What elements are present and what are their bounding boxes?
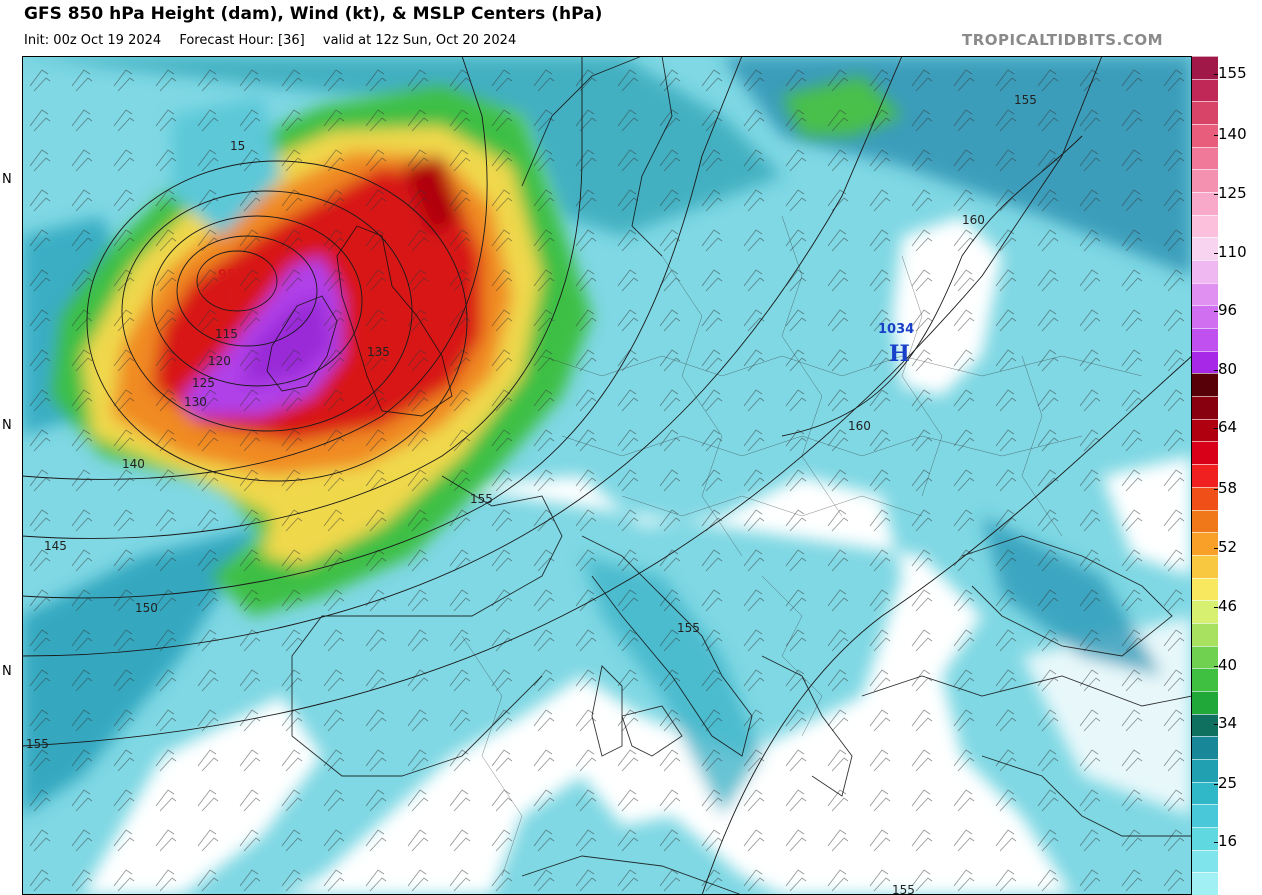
contour-label: 120	[208, 354, 231, 368]
colorbar-tick: 34	[1213, 714, 1238, 732]
map-title: GFS 850 hPa Height (dam), Wind (kt), & M…	[24, 4, 603, 24]
init-time: Init: 00z Oct 19 2024	[24, 33, 162, 48]
colorbar-swatch	[1192, 101, 1218, 125]
contour-label: 125	[192, 376, 215, 390]
colorbar-swatch	[1192, 804, 1218, 828]
contour-label: 115	[215, 327, 238, 341]
contour-label: 15	[230, 139, 245, 153]
colorbar-tick: 140	[1214, 125, 1247, 143]
colorbar-swatch	[1192, 849, 1218, 873]
brand-watermark: TROPICALTIDBITS.COM	[962, 31, 1163, 49]
latitude-label: N	[2, 418, 12, 433]
colorbar-swatch	[1192, 668, 1218, 692]
colorbar-swatch	[1192, 600, 1218, 624]
contour-label: 150	[135, 601, 158, 615]
forecast-map[interactable]: 115 120 125 130 135 140 145 150 155 155 …	[22, 56, 1192, 895]
low-pressure-value: 958	[218, 268, 245, 283]
colorbar-tick: 16	[1213, 832, 1238, 850]
header: GFS 850 hPa Height (dam), Wind (kt), & M…	[0, 0, 1262, 56]
colorbar-tick: 110	[1214, 243, 1247, 261]
contour-label: 155	[26, 737, 49, 751]
colorbar-swatch	[1192, 645, 1218, 669]
contour-label: 145	[44, 539, 67, 553]
colorbar-tick: 96	[1213, 301, 1238, 319]
contour-label: 155	[470, 492, 493, 506]
colorbar-swatch	[1192, 373, 1218, 397]
colorbar-swatch	[1192, 690, 1218, 715]
contour-label: 160	[848, 419, 871, 433]
high-pressure-center[interactable]: 1034 H	[878, 322, 914, 367]
colorbar-swatch	[1192, 622, 1218, 647]
colorbar-swatch	[1192, 124, 1218, 148]
colorbar-tick: 46	[1213, 597, 1238, 615]
colorbar-swatch	[1192, 554, 1218, 579]
contour-labels: 115 120 125 130 135 140 145 150 155 155 …	[26, 93, 1037, 895]
colorbar-tick: 52	[1213, 538, 1238, 556]
colorbar-swatch	[1192, 464, 1218, 488]
colorbar	[1192, 56, 1218, 895]
colorbar-swatch	[1192, 214, 1218, 238]
colorbar-swatch	[1192, 305, 1218, 329]
contour-label: 155	[677, 621, 700, 635]
colorbar-swatch	[1192, 441, 1218, 465]
colorbar-swatch	[1192, 872, 1218, 895]
colorbar-swatch	[1192, 328, 1218, 352]
coastlines	[266, 56, 1192, 895]
colorbar-swatch	[1192, 713, 1218, 737]
colorbar-swatch	[1192, 509, 1218, 533]
colorbar-tick: 155	[1214, 64, 1247, 82]
colorbar-swatch	[1192, 577, 1218, 601]
colorbar-tick: 64	[1213, 418, 1238, 436]
height-contours	[22, 56, 1192, 895]
colorbar-swatch	[1192, 56, 1218, 80]
colorbar-swatch	[1192, 418, 1218, 442]
colorbar-tick: 80	[1213, 360, 1238, 378]
colorbar-swatch	[1192, 826, 1218, 851]
forecast-hour: Forecast Hour: [36]	[179, 33, 305, 48]
wind-speed-shading	[22, 56, 1192, 895]
colorbar-swatch	[1192, 350, 1218, 374]
contour-label: 155	[1014, 93, 1037, 107]
low-pressure-center[interactable]: 958 L	[218, 268, 245, 309]
colorbar-tick: 25	[1213, 774, 1238, 792]
valid-time: valid at 12z Sun, Oct 20 2024	[322, 33, 517, 48]
colorbar-swatch	[1192, 486, 1218, 510]
colorbar-swatch	[1192, 78, 1218, 102]
colorbar-tick: 125	[1214, 184, 1247, 202]
colorbar-swatch	[1192, 237, 1218, 261]
latitude-label: N	[2, 172, 12, 187]
latitude-label: N	[2, 664, 12, 679]
contour-label: 155	[892, 883, 915, 895]
colorbar-swatch	[1192, 396, 1218, 420]
contour-label: 140	[122, 457, 145, 471]
high-pressure-value: 1034	[878, 322, 914, 337]
colorbar-swatch	[1192, 781, 1218, 805]
colorbar-swatch	[1192, 282, 1218, 306]
map-subtitle: Init: 00z Oct 19 2024 Forecast Hour: [36…	[24, 33, 530, 48]
colorbar-swatch	[1192, 192, 1218, 216]
colorbar-swatch	[1192, 146, 1218, 170]
colorbar-swatch	[1192, 758, 1218, 783]
contour-label: 135	[367, 345, 390, 359]
contour-label: 130	[184, 395, 207, 409]
colorbar-tick: 40	[1213, 656, 1238, 674]
high-pressure-symbol: H	[889, 341, 910, 367]
colorbar-swatch	[1192, 169, 1218, 193]
colorbar-tick: 58	[1213, 479, 1238, 497]
colorbar-swatch	[1192, 736, 1218, 760]
contour-label: 160	[962, 213, 985, 227]
colorbar-swatch	[1192, 260, 1218, 284]
low-pressure-symbol: L	[225, 285, 239, 309]
colorbar-swatch	[1192, 532, 1218, 556]
